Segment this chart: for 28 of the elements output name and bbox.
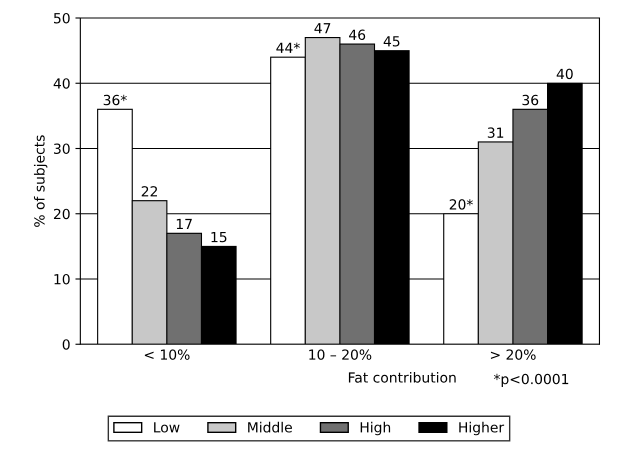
- data-label: 44*: [276, 42, 300, 53]
- legend-label: Higher: [459, 422, 504, 436]
- y-axis-title: % of subjects: [34, 135, 48, 227]
- text: *p<0.0001: [494, 374, 568, 387]
- data-label: 17: [176, 218, 192, 230]
- data-label: 36*: [104, 94, 127, 106]
- data-label: 31: [488, 127, 504, 138]
- data-label: 20*: [450, 199, 473, 210]
- y-tick-label: 20: [54, 208, 70, 220]
- data-label: 40: [556, 68, 573, 80]
- x-axis-title: Fat contribution: [348, 372, 456, 383]
- data-label: 45: [384, 36, 400, 47]
- legend-label: Low: [154, 422, 180, 433]
- y-tick-label: 10: [54, 274, 70, 284]
- x-tick-label: > 20%: [490, 349, 536, 360]
- x-tick-label: < 10%: [144, 349, 190, 360]
- y-tick-label: 0: [62, 339, 70, 350]
- data-label: 15: [211, 232, 226, 242]
- legend-label: High: [360, 422, 390, 436]
- y-tick-label: 30: [54, 143, 70, 154]
- data-label: 22: [142, 186, 157, 196]
- y-tick-label: 50: [54, 12, 70, 24]
- x-tick-label: 10 – 20%: [309, 349, 372, 360]
- y-tick-label: 40: [54, 78, 70, 89]
- data-label: 46: [349, 30, 366, 40]
- data-label: 36: [522, 94, 538, 106]
- legend-label: Middle: [248, 422, 292, 433]
- data-label: 47: [314, 23, 330, 34]
